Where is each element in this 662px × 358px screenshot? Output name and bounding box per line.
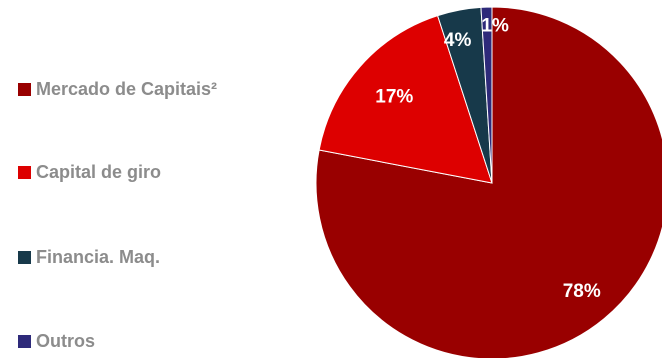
data-label-financia-maq: 4% [444, 30, 472, 51]
legend: Mercado de Capitais² Capital de giro Fin… [18, 0, 318, 358]
legend-label: Financia. Maq. [36, 247, 161, 267]
pie-slice-capital-de-giro [318, 14, 493, 184]
legend-swatch [18, 251, 31, 264]
data-label-capital-de-giro: 17% [375, 86, 413, 107]
legend-item-outros: Outros [18, 331, 95, 352]
data-label-outros: 1% [481, 16, 509, 37]
legend-item-financia-maq: Financia. Maq. [18, 247, 160, 268]
legend-label: Mercado de Capitais² [36, 79, 218, 99]
legend-swatch [18, 166, 31, 179]
legend-label: Capital de giro [36, 162, 162, 182]
data-label-mercado-de-capitais: 78% [563, 281, 601, 302]
pie-slice-outros [480, 6, 493, 184]
legend-item-mercado-de-capitais: Mercado de Capitais² [18, 79, 217, 100]
legend-swatch [18, 83, 31, 96]
legend-label: Outros [36, 331, 96, 351]
legend-item-capital-de-giro: Capital de giro [18, 162, 161, 183]
legend-swatch [18, 335, 31, 348]
